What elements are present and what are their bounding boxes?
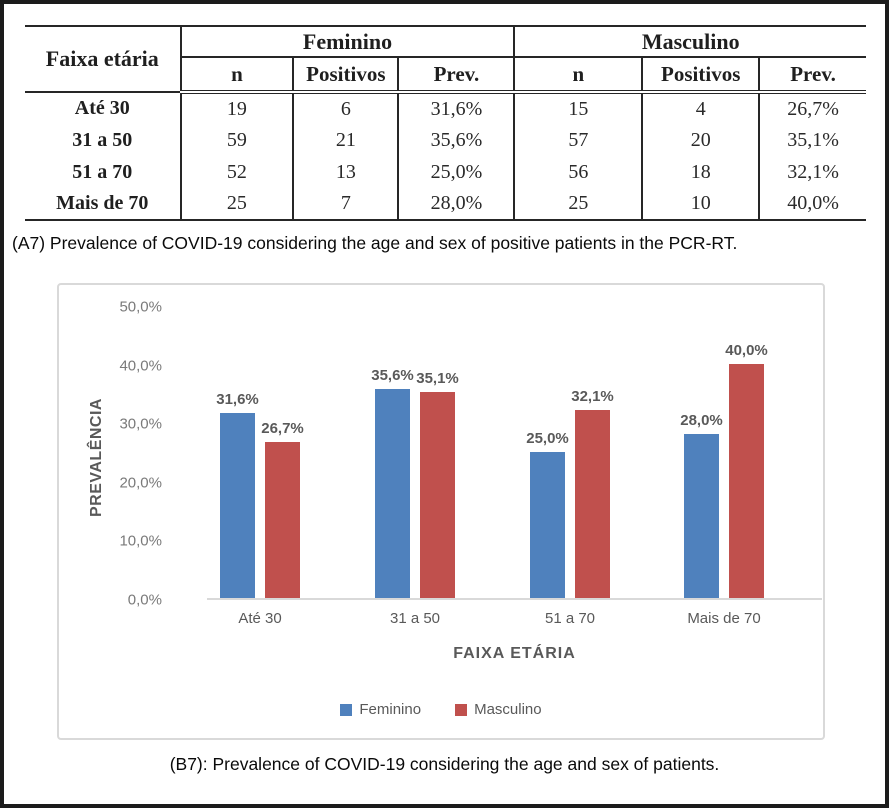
cell-feminino-prev: 28,0%	[398, 188, 516, 220]
plot-area: 31,6% 26,7% Até 30 35,6% 35,1% 31 a 50 2…	[207, 307, 822, 627]
caption-b7: (B7): Prevalence of COVID-19 considering…	[169, 754, 720, 774]
cell-masculino-positivos: 4	[642, 92, 761, 124]
x-tick-label: Mais de 70	[687, 610, 761, 627]
bar-masculino: 40,0%	[725, 342, 768, 598]
cell-feminino-positivos: 7	[293, 188, 400, 220]
cell-feminino-prev: 25,0%	[398, 156, 516, 188]
table-subheader-masculino-prev: Prev.	[759, 57, 866, 94]
table-row: 31 a 50 59 21 35,6% 57 20 35,1%	[25, 124, 866, 156]
caption-a7: (A7) Prevalence of COVID-19 considering …	[12, 233, 738, 253]
table-row: Mais de 70 25 7 28,0% 25 10 40,0%	[25, 188, 866, 220]
legend-label: Masculino	[474, 701, 542, 718]
row-label: Até 30	[25, 92, 182, 124]
bar-feminino: 35,6%	[371, 367, 414, 598]
cell-masculino-n: 15	[514, 92, 644, 124]
bar-masculino: 26,7%	[261, 420, 304, 598]
x-axis-title: FAIXA ETÁRIA	[453, 645, 576, 662]
cell-feminino-n: 59	[180, 124, 295, 156]
table-header-faixa-etaria: Faixa etária	[25, 26, 182, 93]
legend-label: Feminino	[359, 701, 422, 718]
bar-group-31-a-50: 35,6% 35,1% 31 a 50	[371, 307, 459, 627]
table-row: Até 30 19 6 31,6% 15 4 26,7%	[25, 92, 866, 124]
bar-group-ate-30: 31,6% 26,7% Até 30	[216, 307, 304, 627]
cell-masculino-n: 57	[514, 124, 644, 156]
cell-masculino-prev: 35,1%	[787, 128, 839, 151]
bar-value-label: 40,0%	[725, 341, 768, 359]
x-tick-label: 51 a 70	[544, 610, 596, 627]
feminino-swatch-icon	[340, 703, 353, 716]
bar-value-label: 35,6%	[371, 367, 414, 385]
table-header-masculino: Masculino	[514, 26, 866, 58]
table-subheader-masculino-positivos: Positivos	[642, 57, 761, 94]
y-tick-label: 50,0%	[119, 298, 162, 316]
table-subheader-feminino-n: n	[180, 57, 295, 94]
bar-feminino: 31,6%	[216, 391, 259, 598]
cell-masculino-prev: 32,1%	[787, 160, 839, 183]
cell-masculino-n: 25	[514, 188, 644, 220]
cell-masculino-positivos: 18	[642, 156, 761, 188]
legend-item-masculino: Masculino	[455, 701, 542, 718]
bar-value-label: 32,1%	[571, 387, 614, 405]
prevalence-bar-chart: PREVALÊNCIA 0,0% 10,0% 20,0% 30,0% 40,0%…	[57, 283, 825, 740]
bar-value-label: 35,1%	[416, 370, 459, 388]
table-subheader-masculino-n: n	[514, 57, 644, 94]
y-tick-label: 0,0%	[127, 591, 162, 609]
cell-feminino-positivos: 21	[293, 124, 400, 156]
cell-masculino-prev: 40,0%	[787, 192, 839, 214]
y-tick-label: 40,0%	[119, 357, 162, 375]
table-row: 51 a 70 52 13 25,0% 56 18 32,1%	[25, 156, 866, 188]
x-tick-label: 31 a 50	[389, 610, 441, 627]
bar-masculino: 35,1%	[416, 370, 459, 598]
x-tick-label: Até 30	[238, 610, 282, 627]
cell-feminino-n: 52	[180, 156, 295, 188]
cell-masculino-prev: 26,7%	[787, 97, 839, 120]
masculino-swatch-icon	[455, 703, 468, 716]
cell-masculino-positivos: 20	[642, 124, 761, 156]
cell-feminino-n: 25	[180, 188, 295, 220]
cell-feminino-positivos: 6	[293, 92, 400, 124]
table-subheader-feminino-prev: Prev.	[398, 57, 516, 94]
bar-value-label: 28,0%	[680, 411, 723, 429]
bar-group-mais-de-70: 28,0% 40,0% Mais de 70	[680, 307, 768, 627]
cell-masculino-positivos: 10	[642, 188, 761, 220]
table-subheader-feminino-positivos: Positivos	[293, 57, 400, 94]
row-label: 51 a 70	[25, 156, 182, 188]
cell-feminino-prev: 31,6%	[398, 92, 516, 124]
cell-feminino-prev: 35,6%	[398, 124, 516, 156]
bar-feminino: 25,0%	[526, 430, 569, 598]
y-tick-label: 20,0%	[119, 474, 162, 492]
chart-legend: Feminino Masculino	[59, 701, 823, 718]
table-header-feminino: Feminino	[180, 26, 516, 58]
legend-item-feminino: Feminino	[340, 701, 421, 718]
bar-value-label: 25,0%	[526, 429, 569, 447]
y-tick-label: 10,0%	[119, 532, 162, 550]
bar-feminino: 28,0%	[680, 412, 723, 598]
cell-feminino-n: 19	[180, 92, 295, 124]
prevalence-table: Faixa etária Feminino Masculino n Positi…	[25, 25, 866, 221]
row-label: 31 a 50	[25, 124, 182, 156]
cell-feminino-positivos: 13	[293, 156, 400, 188]
y-tick-label: 30,0%	[119, 415, 162, 433]
cell-masculino-n: 56	[514, 156, 644, 188]
y-axis-ticks: 0,0% 10,0% 20,0% 30,0% 40,0% 50,0%	[59, 299, 162, 609]
bar-value-label: 31,6%	[216, 390, 259, 408]
bar-group-51-a-70: 25,0% 32,1% 51 a 70	[526, 307, 614, 627]
bar-masculino: 32,1%	[571, 388, 614, 598]
bar-value-label: 26,7%	[261, 419, 304, 437]
row-label: Mais de 70	[25, 188, 182, 220]
